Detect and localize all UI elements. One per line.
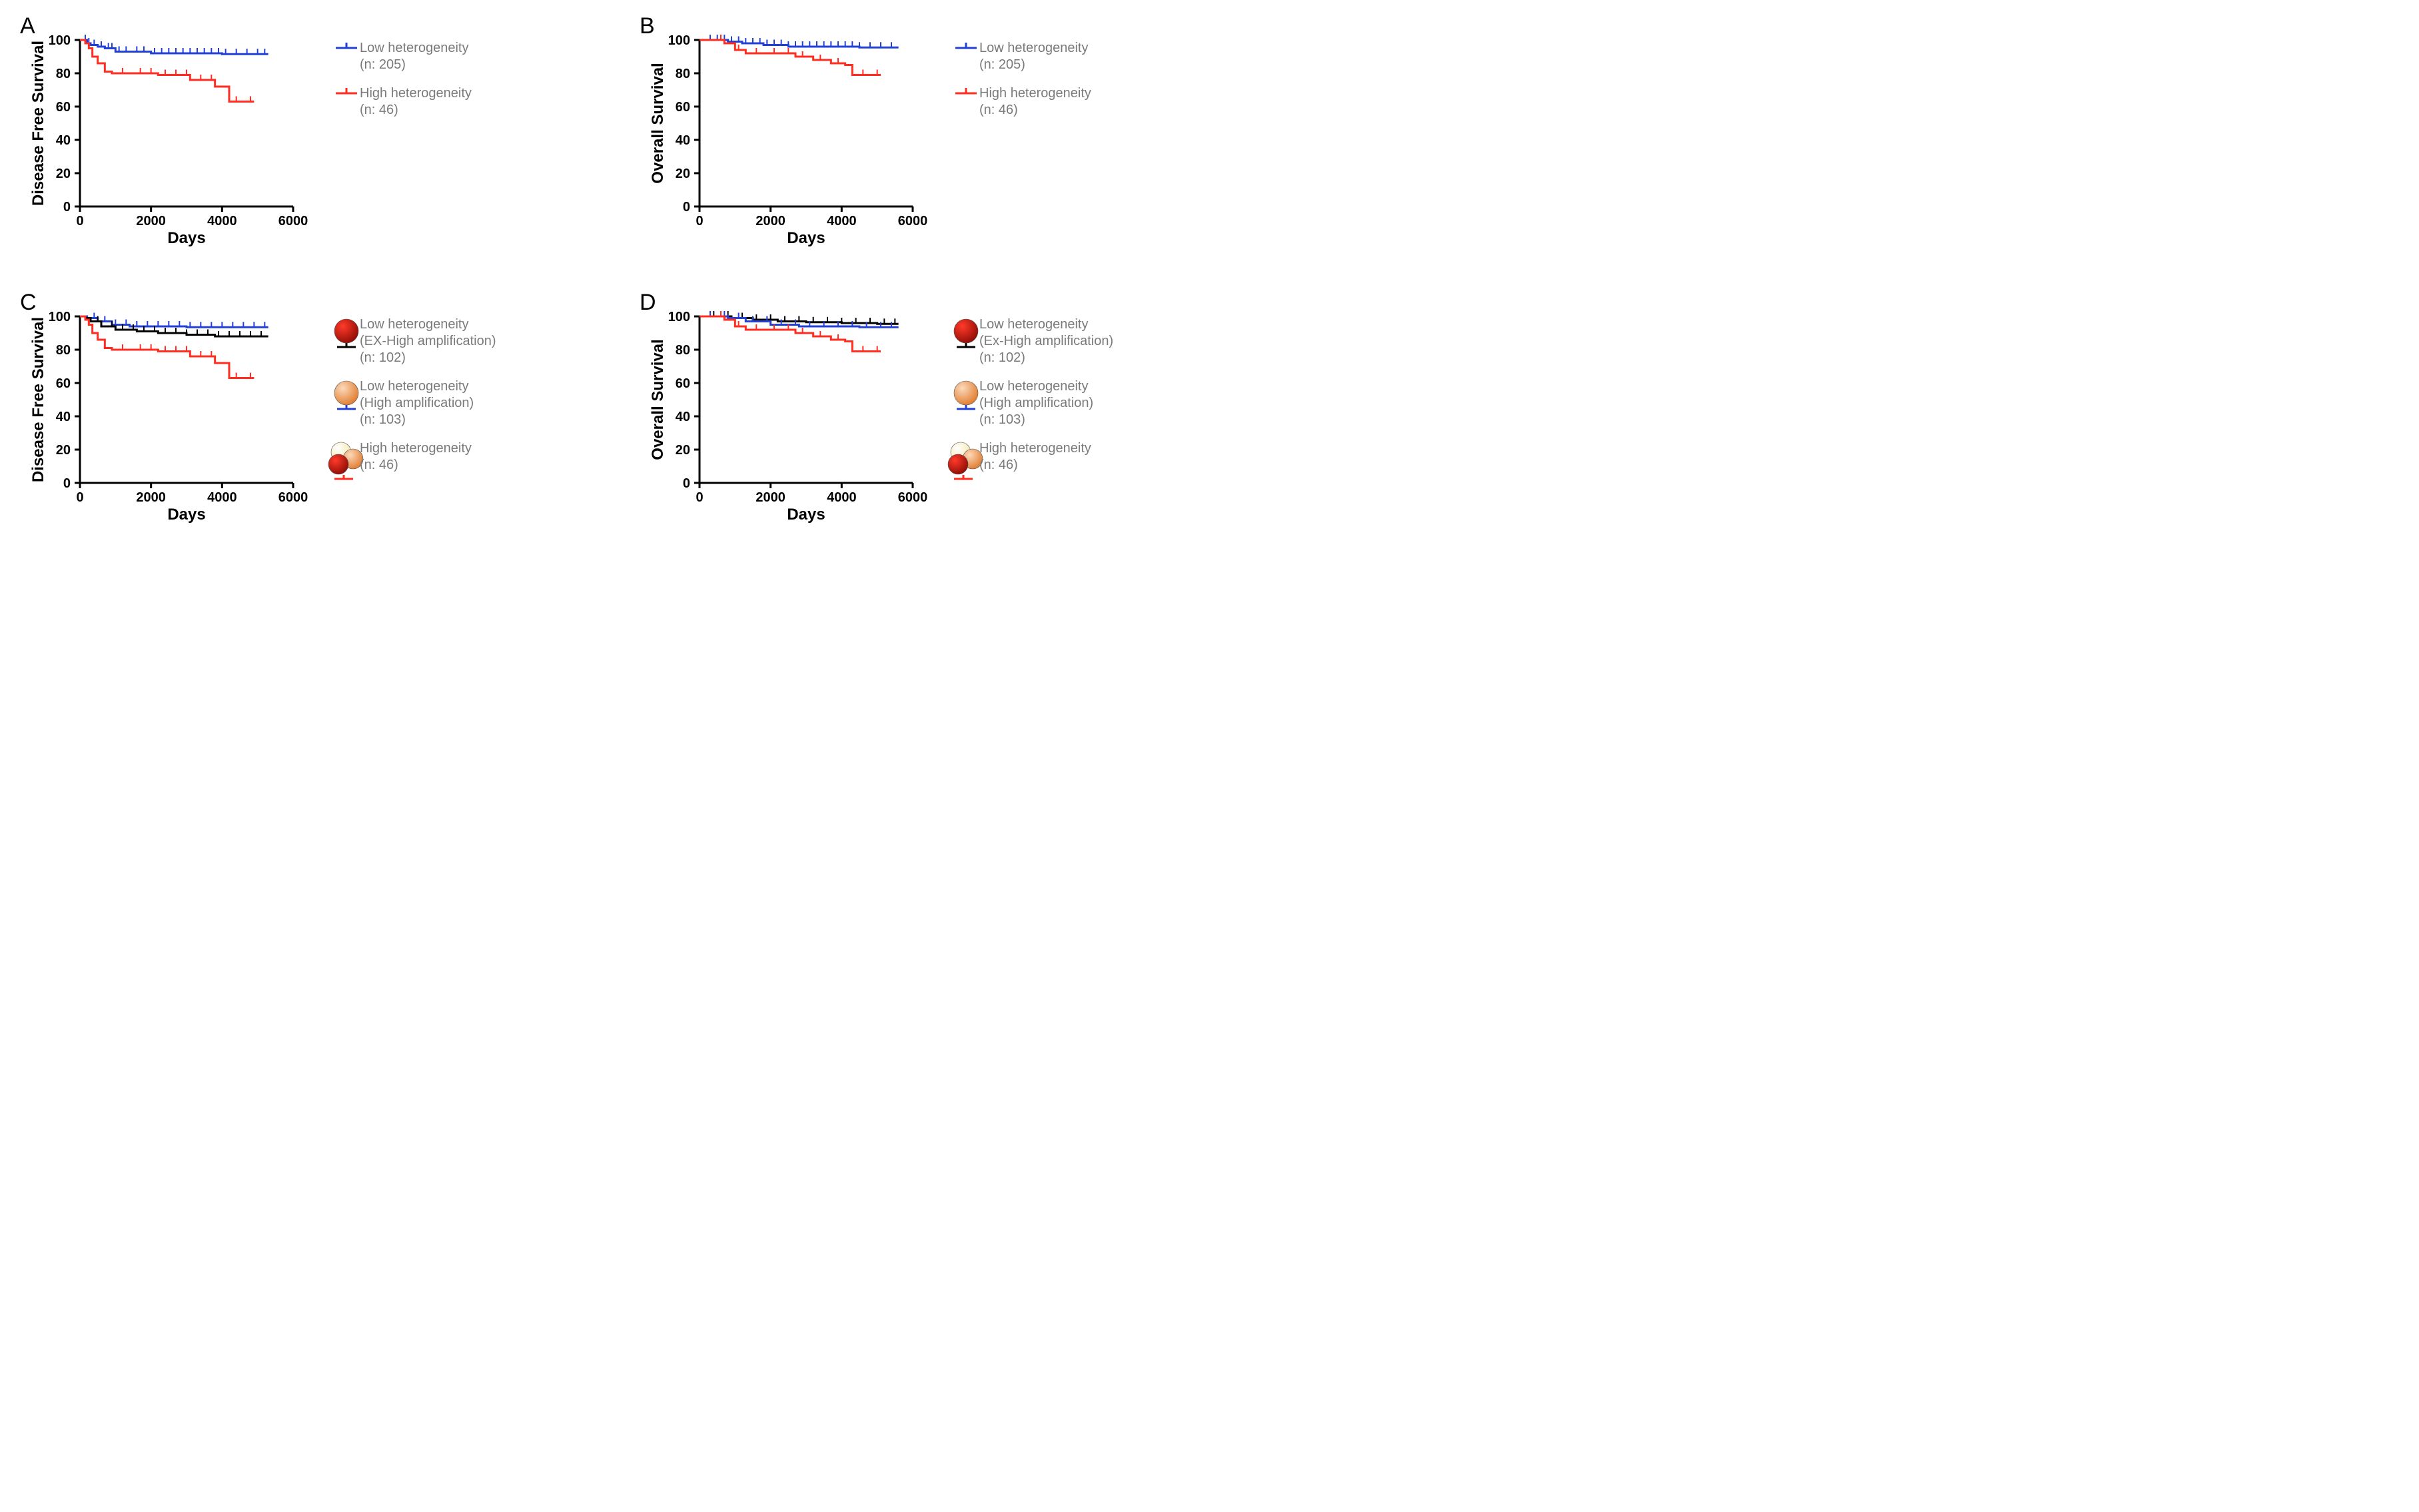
- svg-text:2000: 2000: [136, 490, 166, 505]
- legend-text: Low heterogeneity(Ex-High amplification)…: [979, 316, 1113, 366]
- svg-text:0: 0: [683, 200, 690, 214]
- svg-text:40: 40: [676, 133, 690, 148]
- legend-text: High heterogeneity(n: 46): [360, 85, 472, 119]
- svg-text:Disease Free Survival: Disease Free Survival: [29, 317, 47, 482]
- legend-text: Low heterogeneity(High amplification)(n:…: [979, 378, 1093, 428]
- panel-label-a: A: [20, 13, 35, 39]
- legend-marker: [333, 40, 360, 53]
- legend-text: Low heterogeneity(n: 205): [360, 40, 468, 73]
- svg-text:20: 20: [676, 167, 690, 181]
- svg-text:2000: 2000: [755, 214, 785, 228]
- svg-text:20: 20: [56, 443, 71, 458]
- legend-item: Low heterogeneity(n: 205): [953, 40, 1091, 73]
- chart-a: 0 2000 4000 6000 0 20 40 60 80 100 Days Disease Fre…: [27, 27, 326, 250]
- legend-item: Low heterogeneity(Ex-High amplification)…: [953, 316, 1113, 366]
- svg-text:4000: 4000: [827, 214, 857, 228]
- chart-b: 0 2000 4000 6000 0 20 40 60 80 100 Days Overall Sur…: [646, 27, 946, 250]
- svg-text:0: 0: [683, 476, 690, 491]
- svg-text:60: 60: [56, 100, 71, 115]
- legend-marker: [333, 440, 360, 488]
- svg-text:40: 40: [676, 410, 690, 424]
- svg-text:6000: 6000: [278, 490, 308, 505]
- svg-text:6000: 6000: [278, 214, 308, 228]
- svg-text:80: 80: [56, 343, 71, 358]
- legend-marker: [953, 316, 979, 354]
- panel-c: C 0200040006000020406080100DaysDisease F…: [27, 303, 606, 526]
- svg-text:20: 20: [676, 443, 690, 458]
- legend-c: Low heterogeneity(EX-High amplification)…: [333, 316, 496, 500]
- svg-text:0: 0: [76, 490, 83, 505]
- legend-text: High heterogeneity(n: 46): [979, 85, 1091, 119]
- svg-text:40: 40: [56, 410, 71, 424]
- svg-text:Overall Survival: Overall Survival: [649, 63, 667, 183]
- chart-c: 0 2000 4000 6000 0 20 40 60 80 100 Days Disease Fre…: [27, 303, 326, 526]
- svg-text:100: 100: [49, 310, 71, 324]
- svg-text:Days: Days: [167, 506, 205, 524]
- svg-text:4000: 4000: [827, 490, 857, 505]
- legend-text: High heterogeneity(n: 46): [360, 440, 472, 474]
- chart-d: 0 2000 4000 6000 0 20 40 60 80 100 Days Overall Sur…: [646, 303, 946, 526]
- legend-marker: [333, 85, 360, 99]
- svg-text:2000: 2000: [755, 490, 785, 505]
- svg-text:100: 100: [668, 33, 690, 48]
- panel-d: D 0200040006000020406080100DaysOverall S…: [646, 303, 1226, 526]
- legend-item: Low heterogeneity(High amplification)(n:…: [333, 378, 496, 428]
- legend-item: Low heterogeneity(High amplification)(n:…: [953, 378, 1113, 428]
- svg-text:Days: Days: [787, 229, 825, 247]
- svg-text:80: 80: [676, 343, 690, 358]
- legend-item: High heterogeneity(n: 46): [953, 440, 1113, 488]
- panel-b: B 0200040006000020406080100DaysOverall S…: [646, 27, 1226, 250]
- legend-text: Low heterogeneity(EX-High amplification)…: [360, 316, 496, 366]
- svg-text:60: 60: [676, 376, 690, 391]
- legend-item: Low heterogeneity(n: 205): [333, 40, 472, 73]
- svg-text:0: 0: [76, 214, 83, 228]
- svg-text:0: 0: [696, 490, 703, 505]
- legend-marker: [953, 440, 979, 488]
- legend-marker: [953, 378, 979, 416]
- svg-text:80: 80: [676, 67, 690, 81]
- svg-text:100: 100: [49, 33, 71, 48]
- legend-d: Low heterogeneity(Ex-High amplification)…: [953, 316, 1113, 500]
- panel-label-b: B: [640, 13, 655, 39]
- svg-text:60: 60: [676, 100, 690, 115]
- legend-item: High heterogeneity(n: 46): [333, 85, 472, 119]
- legend-text: High heterogeneity(n: 46): [979, 440, 1091, 474]
- legend-marker: [953, 85, 979, 99]
- svg-text:4000: 4000: [207, 490, 237, 505]
- legend-marker: [333, 316, 360, 354]
- legend-b: Low heterogeneity(n: 205) High heterogene…: [953, 40, 1091, 131]
- svg-text:0: 0: [696, 214, 703, 228]
- legend-text: Low heterogeneity(n: 205): [979, 40, 1088, 73]
- panel-label-c: C: [20, 290, 37, 316]
- legend-text: Low heterogeneity(High amplification)(n:…: [360, 378, 474, 428]
- svg-text:0: 0: [63, 476, 71, 491]
- svg-text:40: 40: [56, 133, 71, 148]
- svg-text:6000: 6000: [898, 214, 928, 228]
- svg-text:6000: 6000: [898, 490, 928, 505]
- panel-label-d: D: [640, 290, 656, 316]
- svg-text:60: 60: [56, 376, 71, 391]
- figure-grid: A 0200040006000020406080100DaysDisease F…: [27, 27, 1226, 526]
- legend-item: Low heterogeneity(EX-High amplification)…: [333, 316, 496, 366]
- svg-text:20: 20: [56, 167, 71, 181]
- svg-text:Days: Days: [787, 506, 825, 524]
- svg-text:80: 80: [56, 67, 71, 81]
- legend-a: Low heterogeneity(n: 205) High heterogene…: [333, 40, 472, 131]
- svg-text:100: 100: [668, 310, 690, 324]
- legend-marker: [953, 40, 979, 53]
- panel-a: A 0200040006000020406080100DaysDisease F…: [27, 27, 606, 250]
- legend-item: High heterogeneity(n: 46): [953, 85, 1091, 119]
- svg-text:Days: Days: [167, 229, 205, 247]
- legend-marker: [333, 378, 360, 416]
- svg-text:0: 0: [63, 200, 71, 214]
- svg-text:Disease Free Survival: Disease Free Survival: [29, 41, 47, 206]
- svg-text:Overall Survival: Overall Survival: [649, 339, 667, 460]
- svg-text:2000: 2000: [136, 214, 166, 228]
- svg-text:4000: 4000: [207, 214, 237, 228]
- legend-item: High heterogeneity(n: 46): [333, 440, 496, 488]
